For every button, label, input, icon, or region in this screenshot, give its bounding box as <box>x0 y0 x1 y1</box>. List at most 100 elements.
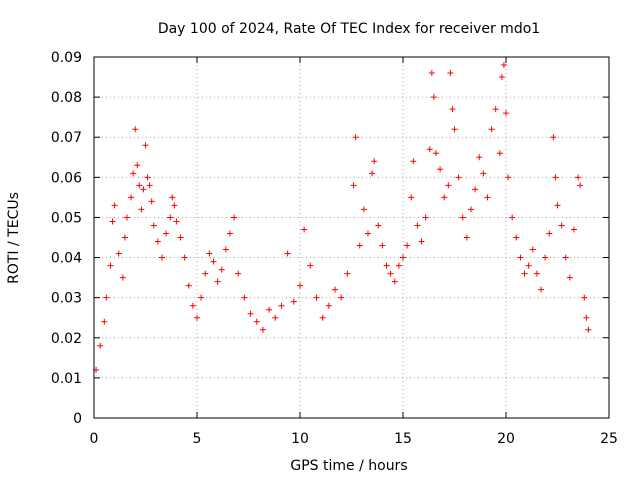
data-point <box>432 150 439 157</box>
data-point <box>202 270 209 277</box>
data-point <box>222 246 229 253</box>
data-point <box>513 234 520 241</box>
data-point <box>418 238 425 245</box>
data-point <box>259 326 266 333</box>
data-point <box>226 230 233 237</box>
x-tick-label: 5 <box>193 431 202 447</box>
data-point <box>171 202 178 209</box>
data-point <box>235 270 242 277</box>
data-point <box>480 170 487 177</box>
data-point <box>253 318 260 325</box>
data-point <box>503 110 509 117</box>
x-tick-label: 0 <box>90 431 99 447</box>
data-point <box>550 134 557 141</box>
data-point <box>410 158 417 165</box>
grid-lines <box>94 57 609 418</box>
data-point <box>297 282 303 289</box>
data-point <box>189 302 196 309</box>
data-point <box>445 182 452 189</box>
data-point <box>430 94 437 101</box>
y-axis-label: ROTI / TECUs <box>6 192 22 284</box>
data-point <box>210 258 217 265</box>
data-point <box>177 234 184 241</box>
data-point <box>290 298 297 305</box>
data-point <box>332 286 339 293</box>
data-point <box>148 198 155 205</box>
data-point <box>447 70 454 77</box>
data-point <box>577 182 584 189</box>
axis-ticks <box>93 56 610 419</box>
data-point <box>538 286 545 293</box>
data-point <box>570 226 577 233</box>
data-point <box>134 162 141 169</box>
data-point <box>128 194 135 201</box>
data-point <box>313 294 320 301</box>
data-point <box>509 214 516 221</box>
data-point <box>408 194 415 201</box>
data-point <box>585 326 592 333</box>
x-axis-label: GPS time / hours <box>290 458 407 474</box>
data-point <box>136 182 143 189</box>
x-tick-label: 25 <box>600 431 618 447</box>
data-point <box>167 214 174 221</box>
data-point <box>441 194 448 201</box>
data-point <box>115 250 122 257</box>
data-point <box>488 126 495 133</box>
y-tick-label: 0.02 <box>51 331 82 347</box>
data-point <box>542 254 549 261</box>
plot-frame <box>93 56 610 419</box>
data-point <box>500 62 507 69</box>
data-point <box>404 242 411 249</box>
y-tick-label: 0.01 <box>51 371 82 387</box>
chart-title: Day 100 of 2024, Rate Of TEC Index for r… <box>158 21 540 37</box>
x-tick-label: 10 <box>291 431 309 447</box>
data-point <box>505 174 512 181</box>
data-point <box>459 214 466 221</box>
data-point <box>428 70 435 77</box>
data-point <box>546 230 553 237</box>
data-point <box>395 262 402 269</box>
data-point <box>566 274 573 281</box>
y-tick-label: 0.04 <box>51 251 82 267</box>
data-point <box>214 278 221 285</box>
data-point <box>241 294 248 301</box>
data-point <box>140 186 147 193</box>
data-point <box>391 278 398 285</box>
data-point <box>144 174 151 181</box>
y-tick-label: 0.03 <box>51 291 82 307</box>
data-point <box>517 254 524 261</box>
data-point <box>132 126 139 133</box>
data-point <box>472 186 479 193</box>
data-point <box>575 174 582 181</box>
data-point <box>387 270 394 277</box>
data-point <box>97 342 104 349</box>
data-point <box>107 262 114 269</box>
data-point <box>422 214 429 221</box>
data-point <box>476 154 483 161</box>
data-point <box>278 302 285 309</box>
data-point <box>521 270 528 277</box>
data-point <box>364 230 371 237</box>
y-tick-label: 0.07 <box>51 130 82 146</box>
y-tick-label: 0.06 <box>51 170 82 186</box>
data-point <box>344 270 351 277</box>
data-point <box>352 134 359 141</box>
data-point <box>383 262 390 269</box>
data-point <box>583 314 590 321</box>
data-point <box>181 254 188 261</box>
data-point <box>103 294 110 301</box>
data-point <box>185 282 192 289</box>
data-point <box>142 142 149 149</box>
data-point <box>414 222 421 229</box>
data-point <box>301 226 308 233</box>
data-point <box>231 214 238 221</box>
y-tick-label: 0 <box>73 411 82 427</box>
data-point <box>379 242 386 249</box>
data-point <box>492 106 499 113</box>
data-point <box>325 302 332 309</box>
data-points <box>93 62 592 373</box>
data-point <box>218 266 225 273</box>
data-point <box>284 250 291 257</box>
data-point <box>400 254 406 261</box>
